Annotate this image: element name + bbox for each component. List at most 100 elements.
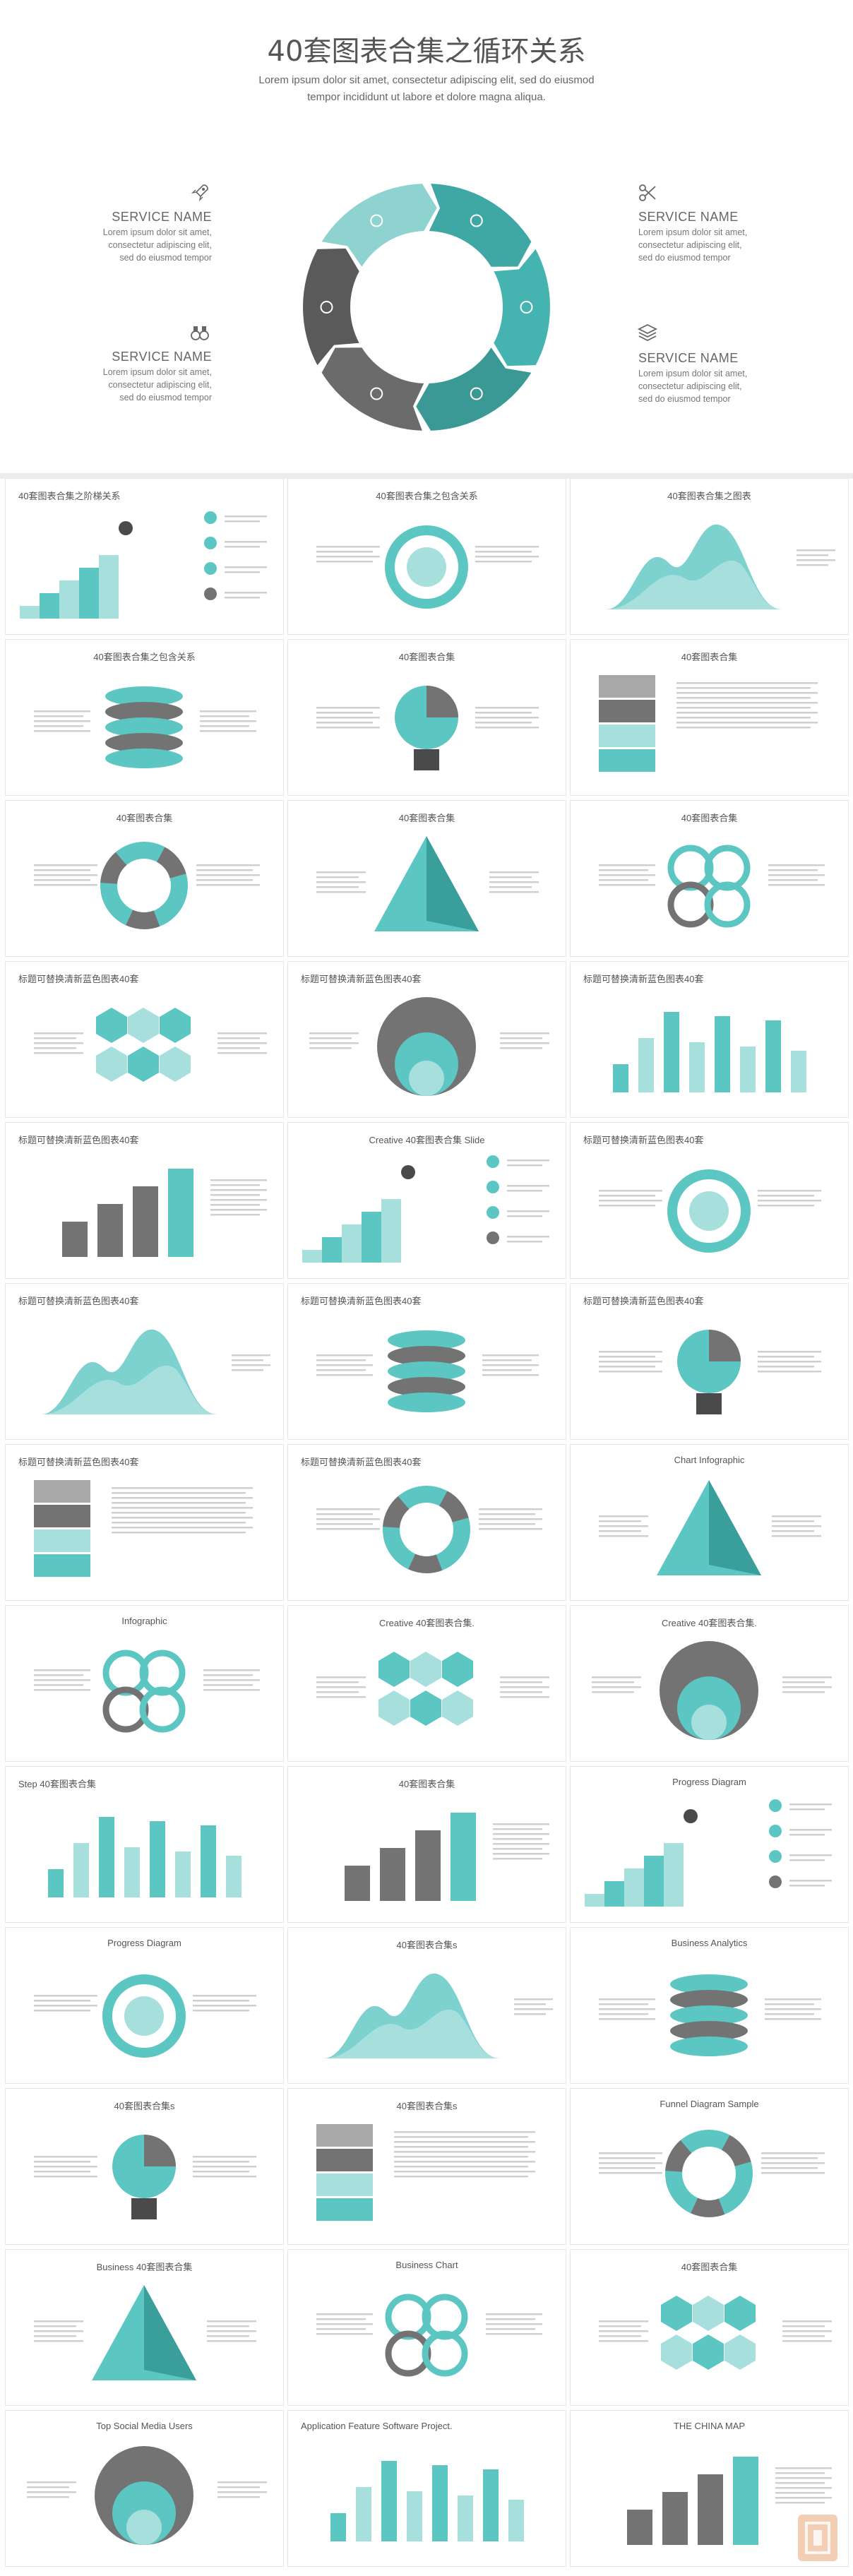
separator	[0, 473, 853, 479]
slide-thumbnail[interactable]: Step 40套图表合集	[6, 1767, 283, 1922]
slide-thumbnail[interactable]: 40套图表合集之包含关系	[6, 640, 283, 795]
slide-thumbnail[interactable]: 标题可替换清新蓝色图表40套	[288, 1284, 566, 1439]
text-line	[599, 2013, 648, 2015]
slide-thumbnail[interactable]: Application Feature Software Project.	[288, 2411, 566, 2566]
text-line	[599, 2320, 648, 2322]
thumbnail-graphic	[627, 2457, 832, 2545]
slide-thumbnail[interactable]: 40套图表合集	[571, 2250, 848, 2405]
service-block-4: SERVICE NAME Lorem ipsum dolor sit amet,…	[638, 352, 758, 405]
hexagon	[160, 1046, 191, 1082]
text-line	[772, 1515, 821, 1517]
slide-thumbnail[interactable]: 40套图表合集s	[6, 2089, 283, 2244]
slide-thumbnail[interactable]: 标题可替换清新蓝色图表40套	[6, 1445, 283, 1600]
slide-thumbnail[interactable]: 40套图表合集s	[288, 1928, 566, 2083]
text-line	[112, 1497, 253, 1499]
text-line	[217, 1037, 260, 1039]
slide-thumbnail[interactable]: Business 40套图表合集	[6, 2250, 283, 2405]
text-line	[34, 2161, 90, 2163]
slide-thumbnail[interactable]: 40套图表合集	[288, 640, 566, 795]
slide-thumbnail[interactable]: 40套图表合集之包含关系	[288, 479, 566, 634]
slide-thumbnail[interactable]: Creative 40套图表合集.	[288, 1606, 566, 1761]
text-line	[761, 2152, 825, 2154]
slide-thumbnail[interactable]: Creative 40套图表合集.	[571, 1606, 848, 1761]
slide-thumbnail[interactable]: 标题可替换清新蓝色图表40套	[288, 962, 566, 1117]
text-line	[225, 571, 260, 573]
text-line	[200, 715, 249, 717]
layer-disc	[670, 2005, 748, 2025]
text-line	[592, 1686, 641, 1688]
text-line	[486, 2333, 542, 2335]
text-line	[765, 2003, 814, 2005]
text-line	[599, 1371, 662, 1373]
text-line	[782, 2325, 825, 2327]
text-line	[112, 1487, 253, 1489]
slide-thumbnail[interactable]: 标题可替换清新蓝色图表40套	[571, 962, 848, 1117]
text-line	[507, 1185, 549, 1187]
slide-thumbnail[interactable]: Business Chart	[288, 2250, 566, 2405]
hexagon	[378, 1690, 410, 1726]
slide-thumbnail[interactable]: 标题可替换清新蓝色图表40套	[6, 962, 283, 1117]
text-line	[599, 1200, 662, 1202]
text-line	[507, 1164, 542, 1167]
thumbnail-title: 40套图表合集之图表	[667, 491, 751, 501]
text-line	[758, 1190, 821, 1192]
text-line	[210, 1189, 267, 1191]
area-series	[323, 2009, 500, 2058]
text-line	[316, 722, 373, 724]
text-line	[112, 1512, 246, 1514]
slide-thumbnail[interactable]: 标题可替换清新蓝色图表40套	[6, 1284, 283, 1439]
slide-thumbnail[interactable]: 标题可替换清新蓝色图表40套	[288, 1445, 566, 1600]
text-line	[507, 1241, 542, 1243]
text-line	[789, 1880, 832, 1882]
list-dot	[487, 1155, 499, 1168]
slide-thumbnail[interactable]: Infographic	[6, 1606, 283, 1761]
text-line	[316, 717, 380, 719]
slide-thumbnail[interactable]: 40套图表合集	[571, 801, 848, 956]
slide-thumbnail[interactable]: 40套图表合集s	[288, 2089, 566, 2244]
slide-thumbnail[interactable]: Progress Diagram	[571, 1767, 848, 1922]
text-line	[210, 1179, 267, 1181]
slide-thumbnail[interactable]: 40套图表合集	[6, 801, 283, 956]
slide-thumbnail[interactable]: Progress Diagram	[6, 1928, 283, 2083]
slide-thumbnail[interactable]: 40套图表合集	[288, 801, 566, 956]
slide-thumbnail[interactable]: 40套图表合集之阶梯关系	[6, 479, 283, 634]
thumbnail-title: 40套图表合集之阶梯关系	[18, 491, 121, 501]
slide-thumbnail[interactable]: 标题可替换清新蓝色图表40套	[6, 1123, 283, 1278]
slide-thumbnail[interactable]: Top Social Media Users	[6, 2411, 283, 2566]
slide-thumbnail[interactable]: Chart Infographic	[571, 1445, 848, 1600]
slide-thumbnail[interactable]: 40套图表合集	[288, 1767, 566, 1922]
text-line	[475, 722, 532, 724]
person-head	[119, 521, 133, 535]
slide-thumbnail[interactable]: Business Analytics	[571, 1928, 848, 2083]
text-line	[316, 551, 373, 553]
text-line	[479, 1523, 535, 1525]
text-line	[758, 1351, 821, 1353]
ring-core	[124, 1996, 164, 2036]
thumbnail-graphic	[20, 511, 267, 619]
bar	[201, 1825, 216, 1897]
thumbnail-title: 40套图表合集	[116, 813, 173, 823]
thumbnail-title: 标题可替换清新蓝色图表40套	[301, 974, 422, 984]
bulb-base	[696, 1393, 722, 1414]
text-line	[217, 1047, 260, 1049]
slide-thumbnail[interactable]: 标题可替换清新蓝色图表40套	[571, 1284, 848, 1439]
list-dot	[204, 588, 217, 600]
text-line	[316, 2328, 366, 2330]
thumbnail-graphic	[34, 1974, 256, 2058]
area-series	[41, 1365, 217, 1414]
slide-thumbnail[interactable]: Funnel Diagram Sample	[571, 2089, 848, 2244]
text-line	[316, 2323, 373, 2325]
thumbnail-graphic	[316, 836, 539, 931]
slide-thumbnail[interactable]: 标题可替换清新蓝色图表40套	[571, 1123, 848, 1278]
slide-thumbnail[interactable]: 40套图表合集	[571, 640, 848, 795]
thumbnail-title: Progress Diagram	[107, 1938, 181, 1948]
text-line	[34, 1032, 83, 1034]
slide-thumbnail[interactable]: 40套图表合集之图表	[571, 479, 848, 634]
text-line	[34, 2176, 97, 2178]
text-line	[200, 730, 256, 732]
slide-thumbnail[interactable]: Creative 40套图表合集 Slide	[288, 1123, 566, 1278]
layer-disc	[388, 1330, 465, 1350]
text-line	[200, 725, 249, 727]
text-line	[210, 1184, 260, 1186]
text-line	[599, 879, 648, 881]
